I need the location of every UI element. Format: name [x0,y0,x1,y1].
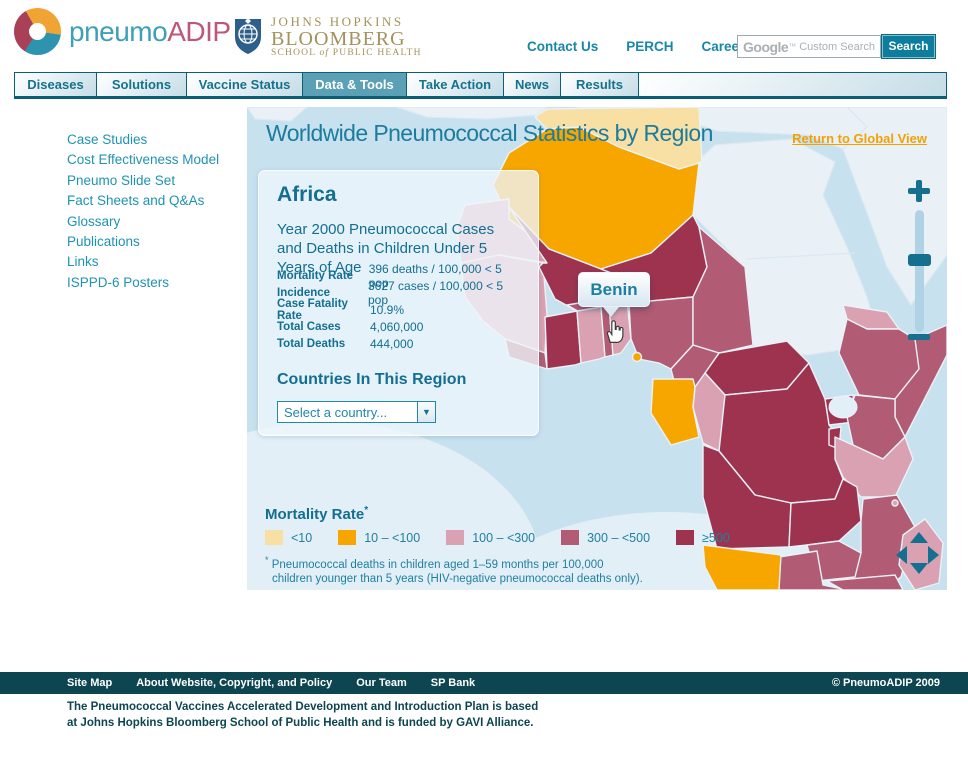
pan-up-arrow[interactable] [910,532,928,543]
legend-label: 10 – <100 [364,530,421,545]
country-tanzania[interactable] [834,436,914,498]
sidebar-item-isppd-6-posters[interactable]: ISPPD-6 Posters [67,274,170,290]
zoom-slider-handle[interactable] [908,254,931,266]
legend-label: 300 – <500 [587,530,651,545]
tab-take-action[interactable]: Take Action [407,73,504,96]
country-namibia[interactable] [702,544,782,590]
country-gabon[interactable] [650,378,700,446]
footer-link-sp-bank[interactable]: SP Bank [430,677,476,689]
country-tooltip: Benin [578,272,650,307]
region-name: Africa [277,183,337,206]
pneumoadip-logo-text: pneumoADIP [69,15,231,47]
tab-news[interactable]: News [504,73,561,96]
stat-row: Total Cases 4,060,000 [277,318,523,335]
sidebar-item-cost-effectiveness-model[interactable]: Cost Effectiveness Model [67,152,220,168]
return-to-global-view-link[interactable]: Return to Global View [792,131,927,146]
sidebar: Case Studies Cost Effectiveness Model Pneu… [67,130,219,293]
search-button[interactable]: Search [881,34,936,59]
sidebar-item-case-studies[interactable]: Case Studies [67,132,148,147]
country-comoros[interactable] [891,499,899,507]
stat-label: Incidence [277,286,331,299]
stat-value: 396 deaths / 100,000 < 5 pop [368,261,502,290]
legend-swatch [561,530,580,545]
pan-right-arrow[interactable] [928,546,939,564]
legend-label: <10 [291,530,313,545]
stat-value: 10.9% [370,302,405,317]
country-ghana[interactable] [576,306,606,364]
tab-diseases[interactable]: Diseases [15,73,97,96]
zoom-out-button[interactable] [908,334,930,340]
stat-row: Case Fatality Rate 10.9% [277,298,523,322]
footer-link-our-team[interactable]: Our Team [356,677,407,689]
search-input[interactable]: Google ™ Custom Search [737,35,881,58]
footer-link-site-map[interactable]: Site Map [67,677,113,689]
region-info-panel: Africa Year 2000 Pneumococcal Cases and … [258,170,539,436]
sidebar-item-links[interactable]: Links [67,254,99,270]
about-text: The Pneumococcal Vaccines Accelerated De… [67,701,539,729]
nav-filler [639,73,946,96]
legend-swatch [338,530,357,545]
country-sao-tome[interactable] [631,351,643,363]
stat-label: Mortality Rate [277,269,354,282]
legend-items: <10 10 – <100 100 – <300 300 – <500 ≥500 [265,530,756,545]
countries-heading: Countries In This Region [277,371,467,388]
pan-down-arrow[interactable] [910,563,928,574]
header-links: Contact Us PERCH Careers [527,39,752,54]
header-link-perch[interactable]: PERCH [626,39,674,54]
zoom-slider-track[interactable] [915,210,924,332]
country-select-value[interactable]: Select a country... [277,401,417,423]
country-libya-tunisia[interactable] [534,107,703,170]
legend-label: ≥500 [702,530,730,545]
sidebar-item-publications[interactable]: Publications [67,234,140,250]
legend-title: Mortality Rate* [265,505,369,523]
tab-solutions[interactable]: Solutions [97,73,187,96]
pneumoadip-logo[interactable]: pneumoADIP [14,8,231,55]
hopkins-bloomberg-logo[interactable]: JOHNS HOPKINS BLOOMBERG SCHOOL of PUBLIC… [233,14,422,58]
main-nav: Diseases Solutions Vaccine Status Data & To… [14,72,947,99]
country-select[interactable]: Select a country... ▼ [277,401,436,423]
stat-row: Incidence 3627 cases / 100,000 < 5 pop [277,279,523,307]
sidebar-item-fact-sheets-and-q-as[interactable]: Fact Sheets and Q&As [67,193,205,209]
legend-swatch [676,530,695,545]
pan-left-arrow[interactable] [896,546,907,564]
stat-row: Total Deaths 444,000 [277,335,523,352]
zoom-in-button[interactable] [908,180,930,202]
tab-data-tools[interactable]: Data & Tools [303,73,407,96]
africa-map[interactable]: Worldwide Pneumococcal Statistics by Reg… [247,107,947,590]
search-bar: Google ™ Custom Search Search [737,34,936,59]
legend: Mortality Rate* <10 10 – <100 100 – <300 30… [265,505,756,587]
stat-value: 4,060,000 [370,319,424,334]
legend-swatch [265,530,283,545]
stat-label: Total Cases [277,320,341,333]
copyright: © PneumoADIP 2009 [831,677,940,689]
hand-cursor-icon [606,320,624,343]
legend-label: 100 – <300 [472,530,536,545]
sidebar-item-glossary[interactable]: Glossary [67,213,121,229]
stat-label: Total Deaths [277,337,346,350]
stat-label: Case Fatality Rate [277,297,348,322]
stat-row: Mortality Rate 396 deaths / 100,000 < 5 p… [277,262,523,290]
stat-value: 444,000 [370,336,414,351]
header-link-contact-us[interactable]: Contact Us [527,39,599,54]
footer-bar: Site Map About Website, Copyright, and Po… [0,672,968,694]
footer-link-about-website-copyright-and-policy[interactable]: About Website, Copyright, and Policy [136,677,333,689]
sidebar-item-pneumo-slide-set[interactable]: Pneumo Slide Set [67,172,176,188]
pneumoadip-logo-icon [14,8,61,55]
country-ivory-coast[interactable] [544,310,582,370]
legend-footnote: * Pneumococcal deaths in children aged 1… [265,555,643,586]
chevron-down-icon[interactable]: ▼ [417,401,436,423]
panel-subtitle: Year 2000 Pneumococcal Cases and Deaths … [277,221,495,276]
stat-value: 3627 cases / 100,000 < 5 pop [367,278,504,307]
tab-vaccine-status[interactable]: Vaccine Status [187,73,303,96]
legend-swatch [446,530,465,545]
header: pneumoADIP JOHNS HOPKINS BLOOMBERG SCHOO… [0,0,968,68]
hopkins-shield-icon [235,18,261,54]
page-title: Worldwide Pneumococcal Statistics by Reg… [266,120,713,146]
tab-results[interactable]: Results [561,73,639,96]
country-south-africa[interactable] [826,574,904,590]
hopkins-logo-text: JOHNS HOPKINS BLOOMBERG SCHOOL of PUBLIC… [271,14,422,58]
region-stats: Mortality Rate 396 deaths / 100,000 < 5 p… [277,262,523,352]
